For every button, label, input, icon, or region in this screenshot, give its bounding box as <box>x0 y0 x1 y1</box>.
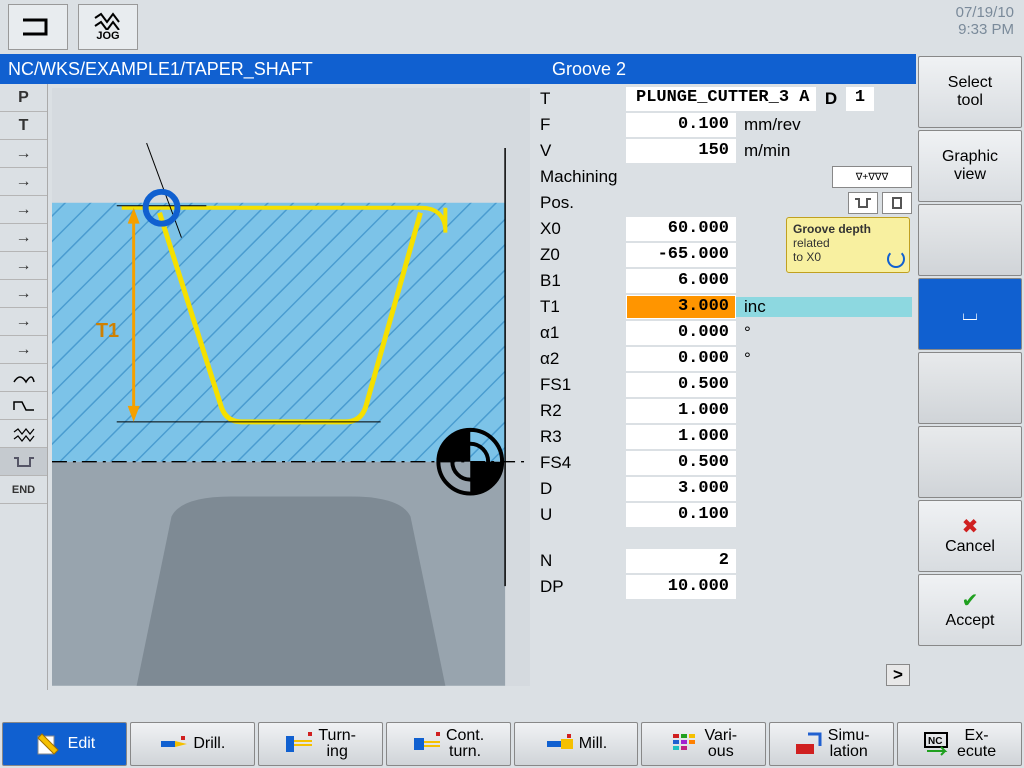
machine-mode-icon[interactable] <box>8 4 68 50</box>
t1-dimension-label: T1 <box>96 320 119 342</box>
rail-step[interactable] <box>0 196 47 224</box>
rail-contour-3[interactable] <box>0 420 47 448</box>
softkey-cancel[interactable]: ✖Cancel <box>918 500 1022 572</box>
pos-icon-2[interactable] <box>882 192 912 214</box>
groove-diagram: T1 <box>52 88 530 686</box>
feed-input[interactable]: 0.100 <box>626 113 736 137</box>
mill-icon <box>545 730 573 758</box>
simulation-icon <box>794 730 822 758</box>
softkey-cont-turn[interactable]: Cont. turn. <box>386 722 511 766</box>
svg-text:NC: NC <box>928 736 942 747</box>
bottom-softkey-bar: EditDrill.Turn- ingCont. turn.Mill.Vari-… <box>0 720 1024 768</box>
jog-mode-icon[interactable]: JOG <box>78 4 138 50</box>
rail-step[interactable] <box>0 308 47 336</box>
softkey-mill[interactable]: Mill. <box>514 722 639 766</box>
softkey-turning[interactable]: Turn- ing <box>258 722 383 766</box>
softkey-empty-2[interactable] <box>918 352 1022 424</box>
param-t1-active: T13.000inc <box>536 294 912 320</box>
datetime-display: 07/19/10 9:33 PM <box>956 4 1014 38</box>
rail-p[interactable]: P <box>0 84 47 112</box>
scroll-right-button[interactable]: > <box>886 664 910 686</box>
rail-step[interactable] <box>0 336 47 364</box>
rail-step[interactable] <box>0 280 47 308</box>
rail-step[interactable] <box>0 224 47 252</box>
program-path: NC/WKS/EXAMPLE1/TAPER_SHAFT <box>0 59 546 80</box>
execute-icon: NC <box>923 730 951 758</box>
softkey-select-tool[interactable]: Select tool <box>918 56 1022 128</box>
parameter-panel: T PLUNGE_CUTTER_3 A D 1 F0.100mm/rev V15… <box>534 84 916 690</box>
speed-input[interactable]: 150 <box>626 139 736 163</box>
cont-turn-icon <box>412 730 440 758</box>
softkey-various[interactable]: Vari- ous <box>641 722 766 766</box>
program-step-rail: P T END <box>0 84 48 690</box>
diagram-area: T1 <box>48 84 534 690</box>
various-icon <box>671 730 699 758</box>
jog-label: JOG <box>96 30 119 42</box>
cycle-name: Groove 2 <box>546 59 916 80</box>
r3-input[interactable]: 1.000 <box>626 425 736 449</box>
drill-icon <box>159 730 187 758</box>
t1-input[interactable]: 3.000 <box>626 295 736 319</box>
rail-step[interactable] <box>0 252 47 280</box>
softkey-accept[interactable]: ✔Accept <box>918 574 1022 646</box>
rail-step[interactable] <box>0 140 47 168</box>
softkey-execute[interactable]: NCEx- ecute <box>897 722 1022 766</box>
r2-input[interactable]: 1.000 <box>626 399 736 423</box>
tool-label: T <box>536 89 626 109</box>
a1-input[interactable]: 0.000 <box>626 321 736 345</box>
u-input[interactable]: 0.100 <box>626 503 736 527</box>
path-bar: NC/WKS/EXAMPLE1/TAPER_SHAFT Groove 2 <box>0 54 916 84</box>
softkey-simulation[interactable]: Simu- lation <box>769 722 894 766</box>
pos-icon-1[interactable] <box>848 192 878 214</box>
time-text: 9:33 PM <box>956 21 1014 38</box>
softkey-empty-1[interactable] <box>918 204 1022 276</box>
softkey-edit[interactable]: Edit <box>2 722 127 766</box>
fs1-input[interactable]: 0.500 <box>626 373 736 397</box>
rail-end[interactable]: END <box>0 476 47 504</box>
softkey-drill[interactable]: Drill. <box>130 722 255 766</box>
z0-input[interactable]: -65.000 <box>626 243 736 267</box>
rail-contour-2[interactable] <box>0 392 47 420</box>
d-input[interactable]: 3.000 <box>626 477 736 501</box>
softkey-groove-type[interactable]: ⌴ <box>918 278 1022 350</box>
dp-input[interactable]: 10.000 <box>626 575 736 599</box>
fs4-input[interactable]: 0.500 <box>626 451 736 475</box>
date-text: 07/19/10 <box>956 4 1014 21</box>
machining-mode[interactable]: ∇+∇∇∇ <box>832 166 912 188</box>
softkey-graphic-view[interactable]: Graphic view <box>918 130 1022 202</box>
b1-input[interactable]: 6.000 <box>626 269 736 293</box>
n-input[interactable]: 2 <box>626 549 736 573</box>
edit-icon <box>34 730 62 758</box>
tooltip-toggle-icon <box>887 250 905 268</box>
help-tooltip: Groove depth related to X0 <box>786 217 910 273</box>
rail-groove-active[interactable] <box>0 448 47 476</box>
d-label: D <box>816 89 846 109</box>
rail-t[interactable]: T <box>0 112 47 140</box>
x0-input[interactable]: 60.000 <box>626 217 736 241</box>
param-tool: T PLUNGE_CUTTER_3 A D 1 <box>536 86 912 112</box>
rail-contour-1[interactable] <box>0 364 47 392</box>
turning-icon <box>284 730 312 758</box>
softkey-empty-3[interactable] <box>918 426 1022 498</box>
tool-value[interactable]: PLUNGE_CUTTER_3 A <box>626 87 816 111</box>
d-value[interactable]: 1 <box>846 87 874 111</box>
rail-step[interactable] <box>0 168 47 196</box>
top-header: JOG 07/19/10 9:33 PM <box>0 0 1024 54</box>
right-softkey-bar: Select toolGraphic view ⌴ ✖Cancel✔Accept <box>916 54 1024 720</box>
a2-input[interactable]: 0.000 <box>626 347 736 371</box>
